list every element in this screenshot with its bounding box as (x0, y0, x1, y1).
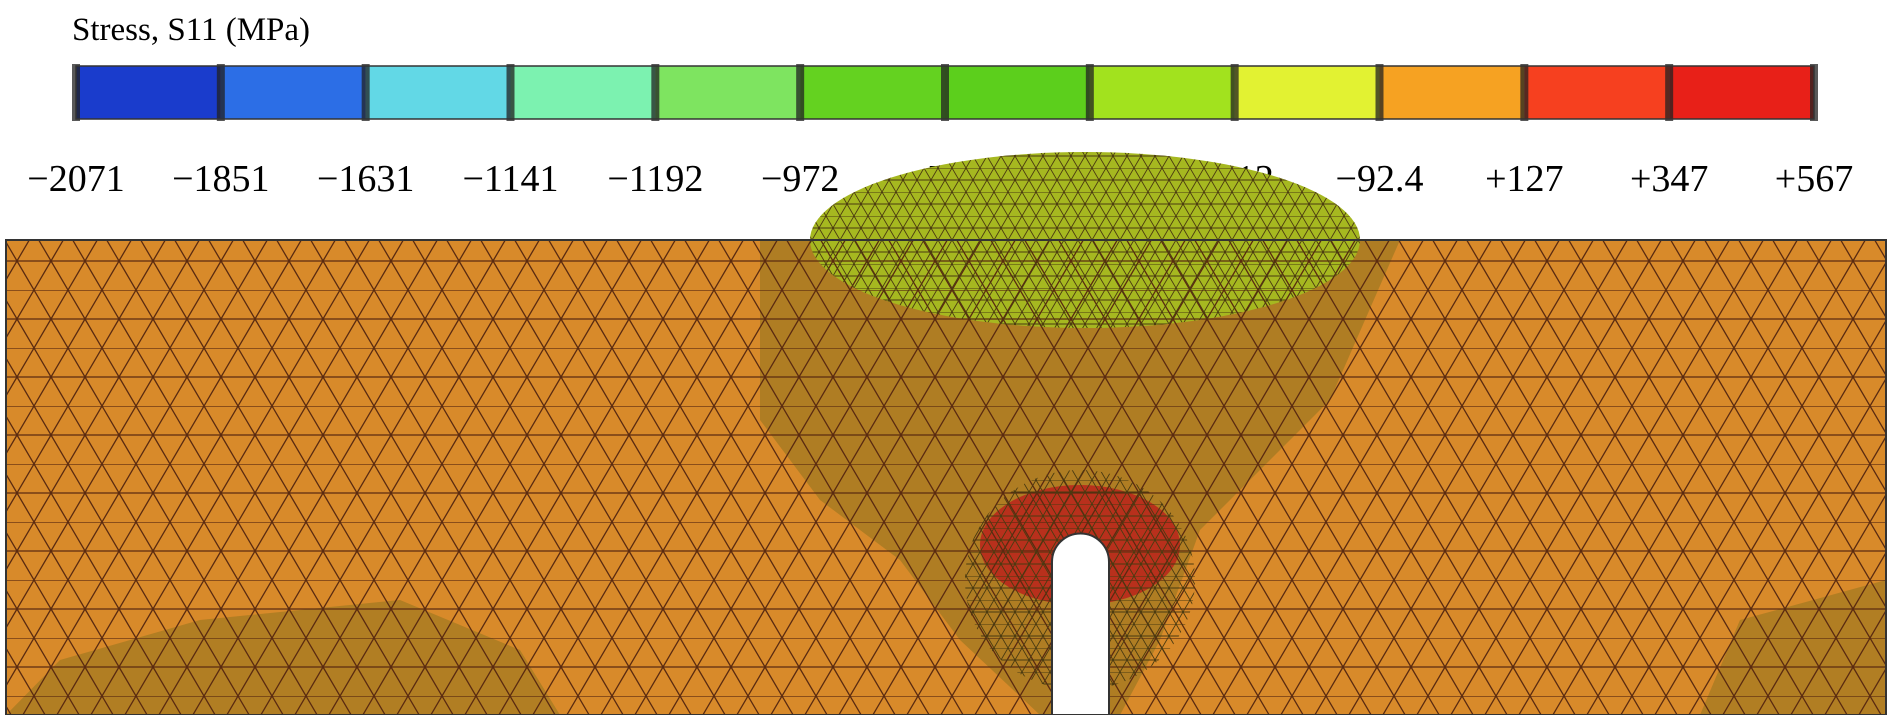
colorbar-label: −972 (761, 158, 839, 200)
colorbar-segment (1089, 66, 1235, 119)
colorbar-divider (1665, 64, 1674, 121)
colorbar-segment (365, 66, 511, 119)
colorbar-frame (75, 65, 1815, 120)
colorbar-segment (220, 66, 366, 119)
colorbar-label: +347 (1630, 158, 1708, 200)
colorbar-label: −1141 (462, 158, 558, 200)
colorbar-segment (1234, 66, 1380, 119)
colorbar-segment (655, 66, 801, 119)
colorbar-divider (1520, 64, 1529, 121)
colorbar-divider (651, 64, 660, 121)
colorbar-divider (1085, 64, 1094, 121)
mesh-plot (5, 152, 1887, 716)
colorbar-segment (76, 66, 221, 119)
slot (1051, 532, 1110, 716)
colorbar-segment (510, 66, 656, 119)
colorbar-segment (945, 66, 1090, 119)
legend-title: Stress, S11 (MPa) (72, 12, 310, 48)
mesh (6, 240, 1886, 715)
colorbar-label: +127 (1485, 158, 1563, 200)
colorbar-segment (800, 66, 945, 119)
colorbar-label: −92.4 (1336, 158, 1424, 200)
colorbar-label: −1192 (607, 158, 703, 200)
colorbar-label: −1631 (317, 158, 414, 200)
colorbar-divider (941, 64, 949, 121)
colorbar-label: +567 (1775, 158, 1853, 200)
colorbar-segment (1379, 66, 1525, 119)
colorbar-label: −2071 (27, 158, 124, 200)
colorbar-divider (1375, 64, 1384, 121)
colorbar-segment (1524, 66, 1670, 119)
colorbar-divider (506, 64, 515, 121)
colorbar-segment (1669, 66, 1814, 119)
colorbar-divider (796, 64, 805, 121)
colorbar-divider (1230, 64, 1239, 121)
colorbar-label: −1851 (172, 158, 269, 200)
colorbar-divider (216, 64, 225, 121)
colorbar-divider (361, 64, 370, 121)
colorbar (72, 64, 1818, 121)
